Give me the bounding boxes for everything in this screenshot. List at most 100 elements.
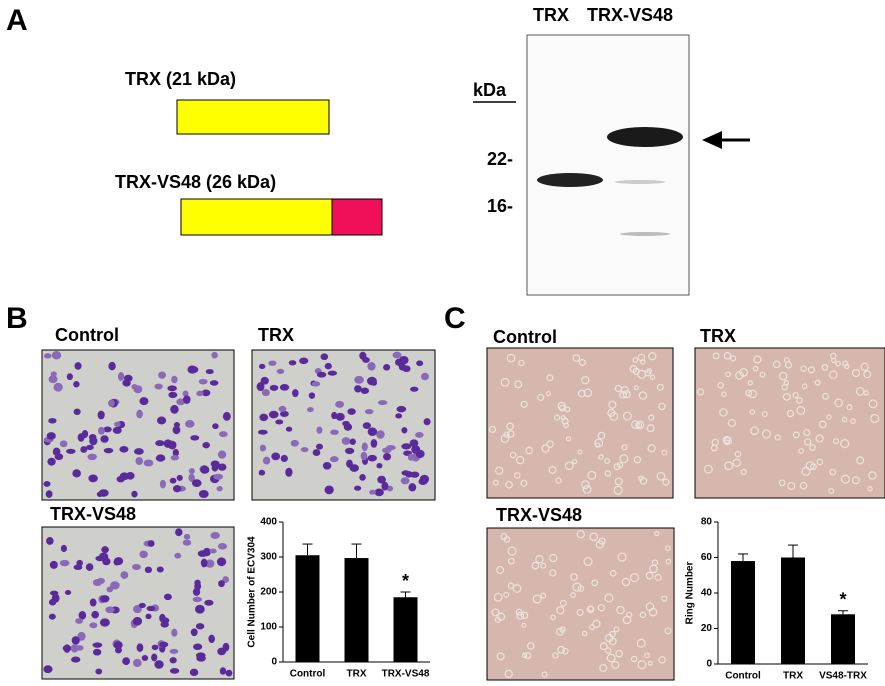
cell (796, 397, 803, 404)
cell (842, 360, 849, 367)
cell (209, 548, 217, 554)
cell (639, 359, 646, 365)
cell (89, 598, 97, 607)
cell (781, 384, 788, 391)
y-tick-label: 100 (260, 622, 277, 633)
cell (163, 439, 173, 448)
cell (182, 395, 191, 404)
cell (122, 379, 131, 387)
cell (488, 425, 497, 434)
cell (132, 563, 141, 571)
cell (554, 414, 561, 421)
cell (100, 595, 110, 603)
cell (855, 386, 865, 396)
x-tick-label: VS48-TRX (819, 671, 867, 682)
cell (649, 374, 656, 380)
cell (712, 352, 720, 360)
cell (664, 545, 671, 552)
cell (778, 479, 786, 487)
cell (201, 465, 208, 473)
cell (613, 626, 620, 633)
cell (515, 455, 525, 465)
cell (133, 385, 143, 394)
cell (870, 413, 880, 424)
cell (73, 381, 80, 388)
cell (826, 414, 832, 420)
cell (621, 444, 628, 451)
cell (597, 604, 606, 612)
cell (262, 456, 271, 465)
cell (195, 623, 205, 630)
bar (295, 555, 320, 662)
x-tick-label: Control (725, 671, 761, 682)
x-tick-label: TRX-VS48 (382, 669, 430, 680)
cell (182, 390, 189, 397)
cell (796, 406, 806, 415)
cell (276, 368, 285, 374)
cell (151, 653, 158, 662)
cell (383, 363, 391, 371)
cell (581, 375, 590, 385)
cell (515, 608, 523, 616)
cell (619, 454, 629, 464)
cell (540, 562, 547, 569)
cell (175, 528, 183, 537)
cell (617, 552, 627, 562)
cell (335, 400, 345, 408)
lane-label: TRX-VS48 (587, 5, 673, 25)
cell (732, 458, 741, 467)
cell (190, 435, 200, 441)
cell (401, 470, 410, 476)
cell (658, 656, 666, 664)
cell (563, 422, 569, 429)
cell (656, 383, 664, 391)
cell (868, 399, 878, 409)
cell (131, 490, 138, 498)
cell (210, 531, 220, 539)
cell (520, 400, 528, 408)
cell (581, 630, 588, 637)
cell (110, 581, 120, 590)
cell (96, 491, 103, 497)
cell (192, 596, 203, 603)
cell (43, 353, 52, 359)
cell (622, 411, 632, 421)
cell (555, 477, 562, 484)
bar (731, 561, 755, 664)
cell (80, 446, 88, 453)
cell (525, 446, 533, 455)
cell (392, 351, 402, 359)
arrow-head (702, 131, 722, 149)
cell (644, 652, 651, 659)
cell (549, 553, 558, 563)
trx-domain (180, 198, 333, 236)
cell (620, 386, 629, 395)
cell (821, 364, 829, 371)
cell (115, 646, 122, 654)
cell (369, 489, 376, 495)
cell (782, 392, 791, 401)
cell (507, 430, 515, 438)
cell (268, 410, 279, 419)
cell (377, 400, 388, 406)
cell (167, 385, 177, 392)
cell (168, 391, 178, 399)
cell (654, 573, 662, 581)
cell (787, 481, 796, 491)
cell (308, 392, 316, 399)
cell (645, 571, 654, 580)
cell (696, 388, 705, 396)
cell (506, 353, 516, 363)
cell (582, 485, 592, 494)
cell (194, 604, 205, 614)
cell (524, 652, 532, 660)
cell (503, 591, 510, 598)
cell (96, 577, 105, 585)
cell (626, 611, 633, 618)
band (607, 127, 683, 147)
cell (828, 488, 835, 494)
cell (595, 540, 604, 549)
cell (97, 410, 105, 420)
cell (814, 379, 821, 386)
cell (154, 660, 164, 669)
